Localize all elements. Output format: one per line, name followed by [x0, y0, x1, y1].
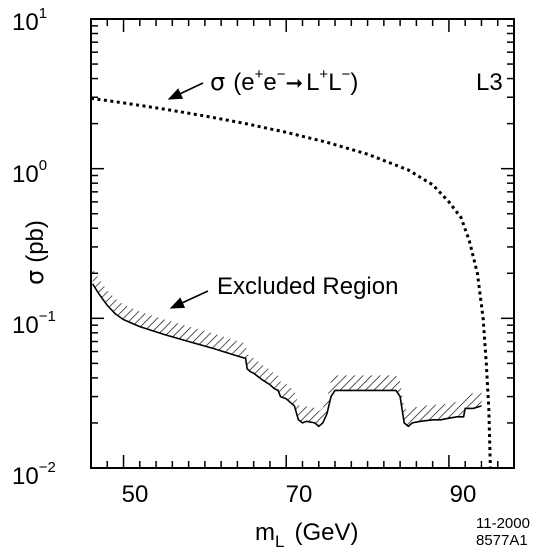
- excluded-region-arrow: [169, 290, 209, 309]
- excluded-region-hatch: [92, 268, 482, 427]
- x-tick-label-90: 90: [450, 481, 477, 508]
- y-tick-label-0.01: 10−2: [12, 459, 56, 490]
- y-tick-label-10: 101: [12, 5, 47, 36]
- x-tick-label-50: 50: [122, 481, 149, 508]
- y-tick-label-1: 100: [12, 157, 47, 188]
- excluded-region-boundary-line: [91, 283, 482, 428]
- y-axis-label: σ(pb): [21, 220, 49, 285]
- footer-date: 11-2000: [476, 515, 530, 532]
- experiment-label: L3: [476, 69, 503, 96]
- y-tick-label-0.1: 10−1: [12, 308, 56, 339]
- cross-section-dotted-curve: [90, 96, 492, 469]
- sigma-annotation-arrow: [167, 82, 204, 100]
- y-tick-labels: 101 100 10−1 10−2: [12, 5, 56, 490]
- sigma-annotation-label: σ (e+e−➞ L+L−): [210, 66, 358, 96]
- x-tick-labels: 50 70 90: [122, 481, 477, 508]
- axis-ticks: [90, 19, 515, 468]
- footer-code: 8577A1: [476, 532, 528, 549]
- excluded-region-label: Excluded Region: [217, 273, 398, 300]
- x-tick-label-70: 70: [286, 481, 313, 508]
- x-axis-label: mL (GeV): [255, 519, 358, 551]
